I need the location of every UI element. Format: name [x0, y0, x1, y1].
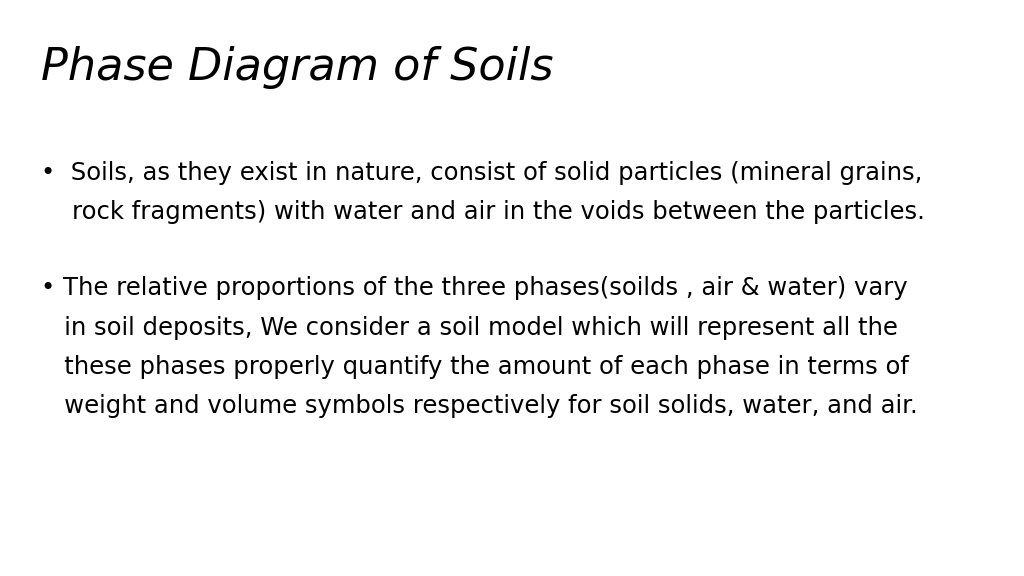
Text: weight and volume symbols respectively for soil solids, water, and air.: weight and volume symbols respectively f…	[41, 394, 918, 418]
Text: Phase Diagram of Soils: Phase Diagram of Soils	[41, 46, 553, 89]
Text: rock fragments) with water and air in the voids between the particles.: rock fragments) with water and air in th…	[41, 200, 925, 225]
Text: •  Soils, as they exist in nature, consist of solid particles (mineral grains,: • Soils, as they exist in nature, consis…	[41, 161, 923, 185]
Text: these phases properly quantify the amount of each phase in terms of: these phases properly quantify the amoun…	[41, 355, 909, 379]
Text: in soil deposits, We consider a soil model which will represent all the: in soil deposits, We consider a soil mod…	[41, 316, 898, 340]
Text: • The relative proportions of the three phases(soilds , air & water) vary: • The relative proportions of the three …	[41, 276, 907, 301]
